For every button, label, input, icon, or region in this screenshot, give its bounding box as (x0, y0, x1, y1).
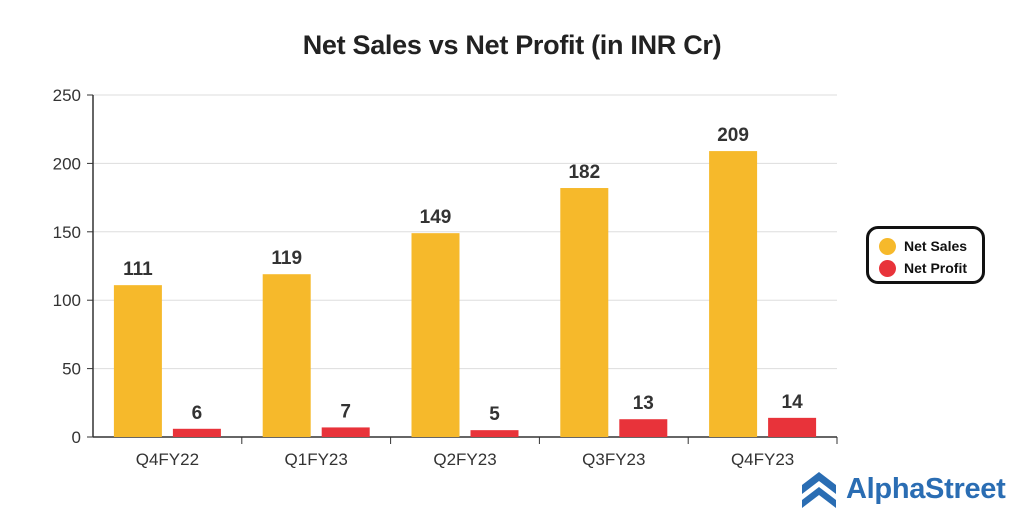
x-tick-label-q3fy23: Q3FY23 (582, 450, 645, 469)
alphastreet-logo-icon (802, 472, 836, 508)
data-label-net-sales-q4fy23: 209 (717, 125, 749, 146)
x-tick-label-q1fy23: Q1FY23 (285, 450, 348, 469)
brand-logo: AlphaStreet (800, 470, 1006, 508)
data-label-net-sales-q4fy22: 111 (123, 259, 153, 280)
legend-swatch-net-profit (879, 259, 896, 277)
data-labels: 111 6 119 7 149 5 182 13 209 14 (123, 125, 803, 425)
y-tick-label-250: 250 (53, 86, 81, 105)
data-label-net-sales-q2fy23: 149 (420, 207, 452, 228)
bar-net-profit-q2fy23 (470, 430, 519, 437)
data-label-net-profit-q1fy23: 7 (340, 401, 351, 422)
bars (113, 151, 817, 437)
bar-net-profit-q1fy23 (321, 427, 370, 437)
legend-label-net-profit: Net Profit (904, 260, 967, 276)
data-label-net-profit-q4fy23: 14 (782, 392, 804, 413)
x-tick-label-q4fy23: Q4FY23 (731, 450, 794, 469)
data-label-net-profit-q2fy23: 5 (489, 404, 500, 425)
y-tick-label-0: 0 (72, 428, 81, 447)
x-tick-label-q4fy22: Q4FY22 (136, 450, 199, 469)
data-label-net-sales-q1fy23: 119 (271, 248, 302, 269)
legend-label-net-sales: Net Sales (904, 238, 968, 254)
bar-net-sales-q1fy23 (262, 274, 311, 437)
legend-item-net-profit: Net Profit (879, 257, 982, 279)
chart-title: Net Sales vs Net Profit (in INR Cr) (302, 30, 722, 60)
x-tick-label-q2fy23: Q2FY23 (433, 450, 496, 469)
legend-swatch-net-sales (879, 237, 896, 255)
y-tick-label-200: 200 (53, 154, 81, 173)
y-tick-label-100: 100 (53, 291, 81, 310)
legend: Net Sales Net Profit (866, 226, 985, 284)
y-tick-label-150: 150 (53, 223, 81, 242)
y-tick-label-50: 50 (62, 360, 81, 379)
data-label-net-profit-q3fy23: 13 (633, 393, 654, 414)
bar-net-sales-q4fy22 (113, 285, 162, 437)
bar-net-profit-q4fy23 (768, 417, 817, 437)
bar-net-profit-q3fy23 (619, 419, 668, 437)
bar-net-profit-q4fy22 (172, 428, 221, 437)
data-label-net-profit-q4fy22: 6 (192, 403, 203, 424)
legend-item-net-sales: Net Sales (879, 235, 982, 257)
bar-net-sales-q4fy23 (709, 151, 758, 437)
bar-net-sales-q3fy23 (560, 188, 609, 437)
brand-name: AlphaStreet (846, 472, 1006, 505)
data-label-net-sales-q3fy23: 182 (568, 162, 600, 183)
bar-net-sales-q2fy23 (411, 233, 460, 437)
